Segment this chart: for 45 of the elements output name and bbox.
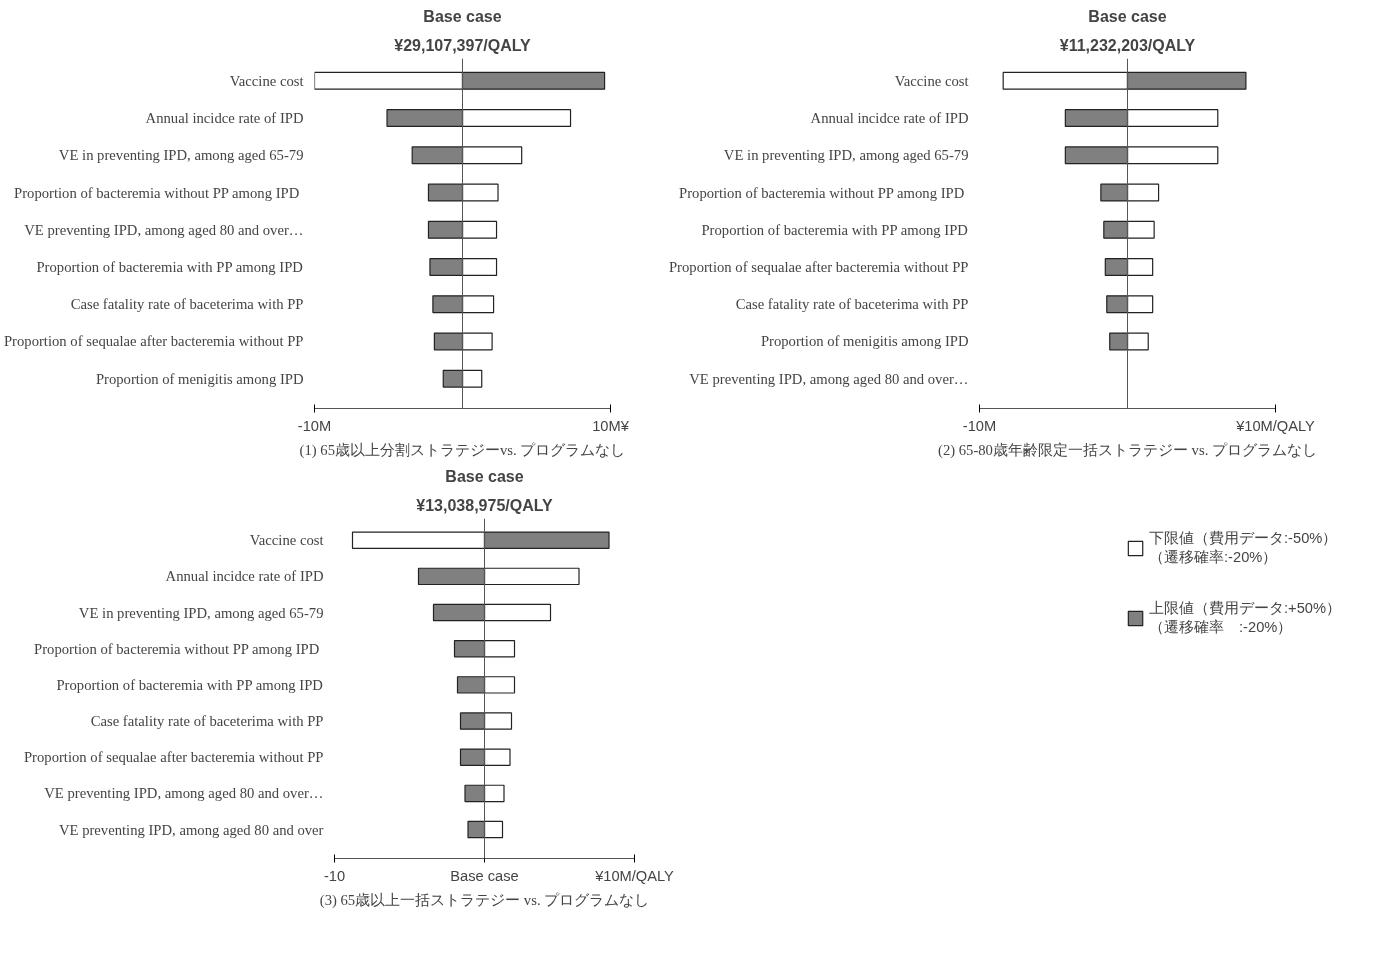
x-tick-label: -10M [297,417,332,434]
x-axis-title: (1) 65歳以上分割ストラテジーvs. プログラムなし [299,441,626,459]
chart-subtitle: ¥11,232,203/QALY [1059,36,1196,54]
y-tick-label: Case fatality rate of baceterima with PP [90,713,324,730]
x-axis-title: (2) 65-80歳年齢限定一括ストラテジー vs. プログラムなし [938,441,1317,459]
y-tick-label: Proportion of bacteremia with PP among IPD [36,259,303,276]
y-tick-label: VE preventing IPD, among aged 80 and over… [24,221,304,238]
y-tick-label: VE preventing IPD, among aged 80 and over [58,821,324,838]
chart-subtitle: ¥13,038,975/QALY [416,496,554,514]
y-tick-label: Vaccine cost [249,532,324,549]
y-tick-label: VE in preventing IPD, among aged 65-79 [78,604,324,621]
y-tick-label: Proportion of menigitis among IPD [760,333,969,350]
x-tick-label: -10M [962,417,997,434]
y-tick-label: Proportion of menigitis among IPD [95,370,304,387]
x-tick-label: 10M¥ [592,417,630,434]
x-tick-label: -10 [323,867,346,884]
chart-subtitle: ¥29,107,397/QALY [394,36,532,54]
y-tick-label: Annual incidce rate of IPD [165,568,324,585]
y-tick-label: Vaccine cost [229,72,304,89]
y-tick-label: VE preventing IPD, among aged 80 and over… [44,785,324,802]
y-tick-label: Proportion of bacteremia without PP among IPD [14,184,300,201]
y-tick-label: Vaccine cost [894,72,969,89]
y-tick-label: Proportion of bacteremia without PP among IPD [34,640,320,657]
legend-label: 下限値（費用データ:-50%）（遷移確率:-20%） [1149,529,1338,567]
y-tick-label: Case fatality rate of baceterima with PP [70,296,304,313]
chart-title: Base case [423,7,502,25]
y-tick-label: Proportion of bacteremia with PP among IPD [701,221,968,238]
y-tick-label: VE in preventing IPD, among aged 65-79 [58,147,304,164]
chart-title: Base case [1088,7,1167,25]
chart-title: Base case [445,467,524,485]
y-tick-label: Proportion of bacteremia without PP among IPD [679,184,965,201]
legend-label: 上限値（費用データ:+50%）（遷移確率 :-20%） [1149,599,1341,637]
x-tick-label: Base case [450,867,519,884]
y-tick-label: VE in preventing IPD, among aged 65-79 [723,147,969,164]
y-tick-label: Proportion of sequalae after bacteremia without PP [23,749,324,766]
y-tick-label: Case fatality rate of baceterima with PP [735,296,969,313]
y-tick-label: Annual incidce rate of IPD [810,110,969,127]
y-tick-label: Proportion of sequalae after bacteremia without PP [668,259,969,276]
y-tick-label: Proportion of bacteremia with PP among IPD [56,676,323,693]
y-tick-label: VE preventing IPD, among aged 80 and over… [689,370,969,387]
x-tick-label: ¥10M/QALY [594,867,675,884]
y-tick-label: Annual incidce rate of IPD [145,110,304,127]
x-tick-label: ¥10M/QALY [1235,417,1316,434]
x-axis-title: (3) 65歳以上一括ストラテジー vs. プログラムなし [319,891,650,909]
y-tick-label: Proportion of sequalae after bacteremia without PP [3,333,304,350]
